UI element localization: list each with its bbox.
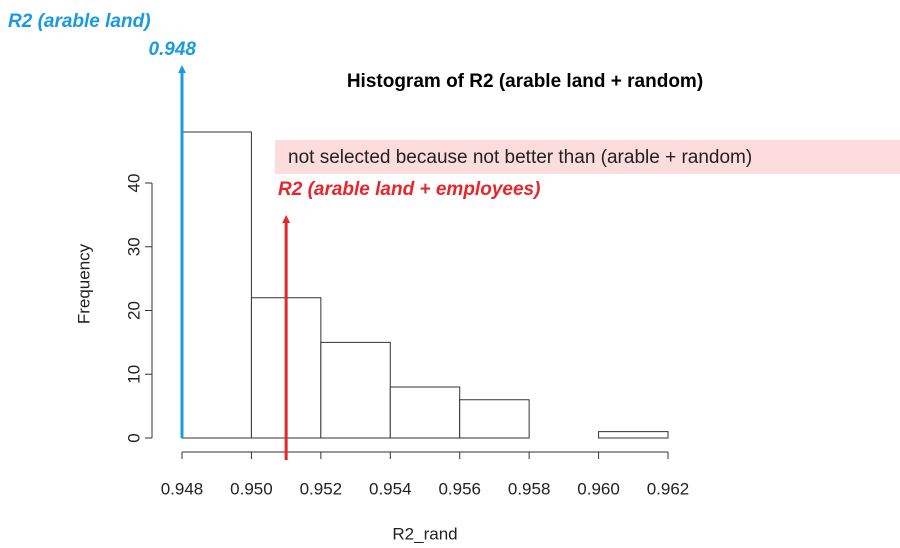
x-tick-label: 0.958: [508, 479, 551, 498]
y-tick-label: 40: [124, 174, 143, 193]
y-tick-label: 10: [124, 365, 143, 384]
x-tick-label: 0.960: [577, 479, 620, 498]
chart-title: Histogram of R2 (arable land + random): [347, 71, 703, 92]
bar: [181, 131, 252, 439]
x-axis-label: R2_rand: [392, 524, 457, 543]
y-axis-label: Frequency: [74, 243, 93, 324]
y-tick-label: 30: [124, 237, 143, 256]
annotation-note: not selected because not better than (ar…: [288, 147, 752, 168]
x-tick-label: 0.954: [369, 479, 412, 498]
x-tick-label: 0.956: [438, 479, 481, 498]
x-tick-label: 0.950: [230, 479, 273, 498]
x-tick-label: 0.962: [647, 479, 690, 498]
x-tick-label: 0.948: [161, 479, 204, 498]
bar: [389, 386, 461, 439]
annotation-value: 0.948: [148, 39, 196, 60]
x-tick-label: 0.952: [300, 479, 343, 498]
bar: [459, 399, 530, 439]
bar: [320, 341, 391, 439]
annotation-label: R2 (arable land): [8, 11, 151, 32]
y-tick-label: 20: [124, 301, 143, 320]
y-tick-label: 0: [124, 433, 143, 442]
bar: [598, 431, 669, 439]
note-box: [275, 140, 900, 174]
annotation-label: R2 (arable land + employees): [278, 179, 540, 200]
